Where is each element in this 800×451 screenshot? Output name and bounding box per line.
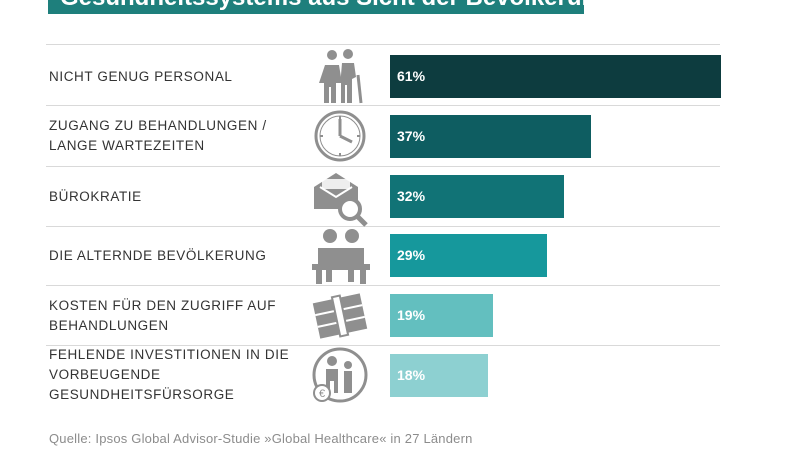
row-divider bbox=[46, 44, 720, 45]
row-divider bbox=[46, 166, 720, 167]
row-divider bbox=[46, 345, 720, 346]
bar-value-label: 61% bbox=[397, 68, 426, 84]
category-label-line: LANGE WARTEZEITEN bbox=[49, 138, 205, 153]
caregiver-euro-icon: € bbox=[308, 343, 372, 407]
bar bbox=[390, 354, 488, 397]
money-stack-icon bbox=[308, 284, 372, 348]
category-label: KOSTEN FÜR DEN ZUGRIFF AUF BEHANDLUNGEN bbox=[49, 296, 299, 336]
elderly-people-bench-icon bbox=[308, 224, 372, 288]
bar-value-label: 37% bbox=[397, 128, 426, 144]
bar bbox=[390, 115, 591, 158]
category-label-line: NICHT GENUG PERSONAL bbox=[49, 69, 233, 84]
row-divider bbox=[46, 105, 720, 106]
category-label-line: DIE ALTERNDE BEVÖLKERUNG bbox=[49, 248, 267, 263]
category-label-line: FEHLENDE INVESTITIONEN IN DIE bbox=[49, 347, 290, 362]
bar-value-label: 19% bbox=[397, 307, 426, 323]
category-label-line: BEHANDLUNGEN bbox=[49, 318, 169, 333]
category-label-line: VORBEUGENDE bbox=[49, 367, 161, 382]
bar-value-label: 18% bbox=[397, 367, 426, 383]
category-label: DIE ALTERNDE BEVÖLKERUNG bbox=[49, 246, 299, 266]
category-label-line: BÜROKRATIE bbox=[49, 189, 142, 204]
bar-value-label: 29% bbox=[397, 247, 426, 263]
svg-text:€: € bbox=[319, 388, 325, 400]
clock-icon bbox=[308, 104, 372, 168]
category-label-line: KOSTEN FÜR DEN ZUGRIFF AUF bbox=[49, 298, 277, 313]
category-label-line: GESUNDHEITSFÜRSORGE bbox=[49, 387, 235, 402]
category-label: BÜROKRATIE bbox=[49, 187, 299, 207]
envelope-magnifier-icon bbox=[308, 165, 372, 229]
row-divider bbox=[46, 226, 720, 227]
category-label-line: ZUGANG ZU BEHANDLUNGEN / bbox=[49, 118, 267, 133]
row-divider bbox=[46, 285, 720, 286]
bar bbox=[390, 55, 721, 98]
bar bbox=[390, 294, 494, 337]
bar-value-label: 32% bbox=[397, 188, 426, 204]
bar bbox=[390, 234, 548, 277]
category-label: FEHLENDE INVESTITIONEN IN DIE VORBEUGENDE… bbox=[49, 345, 299, 405]
category-label: NICHT GENUG PERSONAL bbox=[49, 67, 299, 87]
source-note: Quelle: Ipsos Global Advisor-Studie »Glo… bbox=[49, 431, 473, 446]
category-label: ZUGANG ZU BEHANDLUNGEN / LANGE WARTEZEITE… bbox=[49, 116, 299, 156]
chart-title: Gesundheitssystems aus Sicht der Bevölke… bbox=[48, 0, 584, 14]
elderly-couple-cane-icon bbox=[308, 45, 372, 109]
bar bbox=[390, 175, 564, 218]
